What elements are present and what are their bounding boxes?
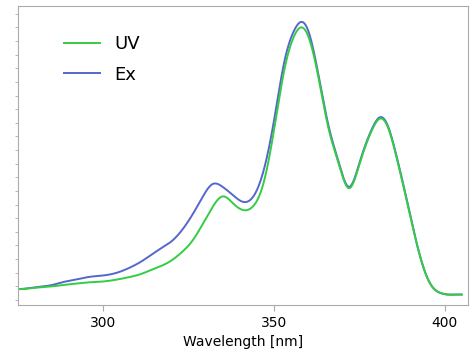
Ex	[448, 293, 454, 297]
UV	[219, 195, 225, 199]
UV	[37, 285, 43, 289]
UV	[448, 293, 454, 297]
Legend: UV, Ex: UV, Ex	[49, 21, 155, 98]
Ex	[37, 285, 43, 289]
Ex	[299, 20, 304, 24]
UV	[231, 202, 237, 206]
Ex	[219, 184, 225, 189]
X-axis label: Wavelength [nm]: Wavelength [nm]	[183, 335, 303, 349]
Line: Ex: Ex	[18, 22, 462, 295]
Ex	[15, 287, 21, 291]
Line: UV: UV	[18, 27, 462, 295]
Ex	[446, 293, 452, 297]
UV	[459, 293, 465, 297]
UV	[446, 293, 452, 297]
UV	[446, 293, 452, 297]
Ex	[365, 137, 370, 142]
Ex	[231, 193, 237, 198]
UV	[365, 138, 370, 143]
UV	[299, 25, 304, 29]
Ex	[446, 293, 452, 297]
Ex	[459, 293, 465, 297]
UV	[15, 287, 21, 291]
